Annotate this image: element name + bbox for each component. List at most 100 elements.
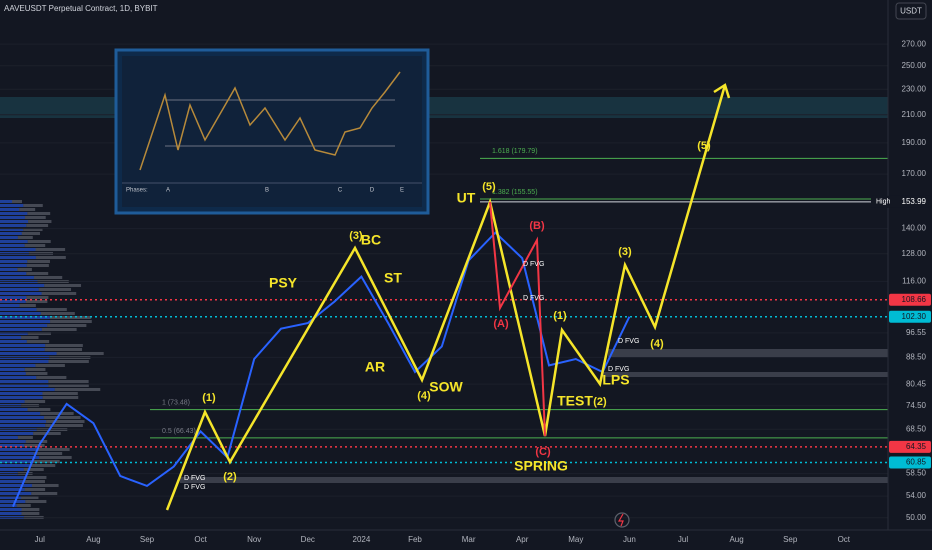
annotation: D FVG	[523, 295, 544, 302]
inset-text: B	[265, 188, 269, 194]
profile-bar	[26, 224, 49, 227]
fvg-zone	[603, 372, 888, 377]
profile-bar	[49, 316, 92, 319]
profile-bar	[17, 268, 32, 271]
profile-bar	[0, 512, 22, 515]
profile-bar	[0, 372, 26, 375]
axis: 270.00 250.00 230.00 210.00 190.00 170.00 140.…	[35, 39, 931, 544]
profile-bar	[0, 384, 49, 387]
profile-bar	[0, 324, 48, 327]
profile-bar	[19, 208, 36, 211]
profile-bar	[0, 292, 42, 295]
y-tick-label: 58.50	[906, 469, 927, 478]
profile-bar	[41, 292, 77, 295]
annotation: LPS	[602, 372, 629, 388]
fib-label: 1.618 (179.79)	[492, 148, 538, 155]
profile-bar	[0, 268, 18, 271]
y-tick-label: 54.00	[906, 491, 927, 500]
annotation: PSY	[269, 275, 298, 291]
annotation: D FVG	[608, 366, 629, 373]
profile-bar	[24, 444, 45, 447]
annotation: D FVG	[618, 338, 639, 345]
profile-bar	[33, 276, 63, 279]
annotation: (4)	[417, 390, 431, 402]
profile-bar	[0, 464, 31, 467]
annotation: (C)	[535, 446, 551, 458]
profile-bar	[0, 228, 24, 231]
profile-bar	[0, 448, 38, 451]
profile-bar	[0, 216, 25, 219]
profile-bar	[0, 452, 34, 455]
profile-bar	[46, 420, 85, 423]
profile-bar	[0, 316, 50, 319]
corrective-wave	[489, 201, 546, 437]
annotation: BC	[361, 232, 381, 248]
profile-bar	[0, 400, 25, 403]
annotation: UT	[457, 190, 476, 206]
profile-bar	[0, 488, 25, 491]
profile-bar	[39, 456, 72, 459]
profile-bar	[21, 508, 40, 511]
profile-bar	[0, 492, 32, 495]
profile-bar	[44, 348, 83, 351]
profile-bar	[0, 200, 12, 203]
profile-bar	[47, 324, 87, 327]
inset-image: Phases: A B C D E	[114, 48, 430, 215]
profile-bar	[0, 424, 46, 427]
profile-bar	[0, 500, 26, 503]
profile-bar	[0, 336, 22, 339]
y-tick-label: 80.45	[906, 379, 927, 388]
x-tick-label: May	[568, 535, 583, 544]
fib-label: 1 (73.48)	[162, 399, 190, 406]
profile-bar	[0, 432, 34, 435]
profile-bar	[41, 328, 77, 331]
x-tick-label: Dec	[301, 535, 315, 544]
profile-bar	[25, 476, 47, 479]
profile-bar	[0, 480, 25, 483]
profile-bar	[24, 368, 46, 371]
x-tick-label: Nov	[247, 535, 261, 544]
profile-bar	[26, 340, 50, 343]
x-tick-label: Sep	[783, 535, 798, 544]
profile-bar	[0, 508, 22, 511]
profile-bar	[0, 296, 27, 299]
profile-bar	[19, 304, 36, 307]
y-tick-label: 230.00	[902, 84, 927, 93]
fib-label: 0.5 (66.43)	[162, 428, 196, 435]
profile-bar	[21, 512, 40, 515]
profile-bar	[21, 232, 40, 235]
x-tick-label: Jun	[623, 535, 636, 544]
profile-bar	[0, 396, 43, 399]
profile-bar	[36, 308, 67, 311]
price-tag	[889, 440, 931, 453]
profile-bar	[0, 484, 32, 487]
y-tick-label: 270.00	[902, 39, 927, 48]
annotation: (2)	[593, 396, 607, 408]
icon[interactable]	[614, 512, 630, 528]
profile-bar	[0, 360, 49, 363]
annotation: AR	[365, 359, 385, 375]
inset-panel	[122, 56, 422, 207]
price-tag	[889, 195, 931, 208]
profile-bar	[48, 380, 89, 383]
x-tick-label: Jul	[35, 535, 45, 544]
y-tick-label: 50.00	[906, 513, 927, 522]
annotation: (4)	[650, 338, 664, 350]
y-tick-label: 116.00	[902, 277, 926, 286]
profile-bar	[24, 488, 46, 491]
profile-bar	[0, 468, 24, 471]
profile-bar	[0, 332, 28, 335]
profile-bar	[40, 412, 74, 415]
inset-text: A	[166, 188, 170, 194]
profile-bar	[32, 460, 60, 463]
profile-bar	[43, 416, 81, 419]
price-tag-label: 102.30	[902, 312, 927, 321]
fib-label: 1.382 (155.55)	[492, 189, 538, 196]
profile-bar	[17, 436, 33, 439]
profile-bar	[0, 256, 36, 259]
profile-bar	[0, 204, 24, 207]
currency-button[interactable]	[895, 2, 927, 20]
annotations: 1.618 (179.79) 1.382 (155.55) 1 (73.48) 0.5…	[162, 140, 711, 491]
x-tick-label: Feb	[408, 535, 422, 544]
